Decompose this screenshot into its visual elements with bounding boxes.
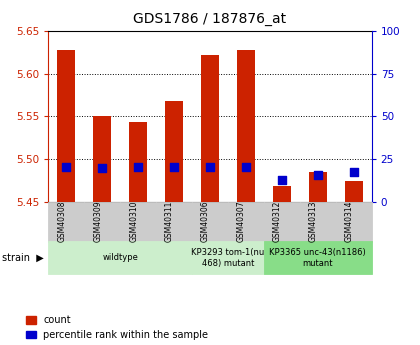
Text: GSM40312: GSM40312: [273, 201, 282, 242]
Point: [278, 177, 285, 183]
Bar: [93, 117, 111, 202]
Point: [171, 164, 177, 170]
Text: GSM40306: GSM40306: [201, 201, 210, 243]
Text: KP3365 unc-43(n1186)
mutant: KP3365 unc-43(n1186) mutant: [269, 248, 366, 268]
Text: KP3293 tom-1(nu
468) mutant: KP3293 tom-1(nu 468) mutant: [192, 248, 265, 268]
Point: [63, 164, 70, 170]
Text: GSM40307: GSM40307: [237, 201, 246, 243]
Text: strain  ▶: strain ▶: [2, 253, 44, 263]
Text: GSM40313: GSM40313: [309, 201, 318, 243]
Text: GSM40308: GSM40308: [57, 201, 66, 243]
Bar: [345, 181, 363, 202]
Point: [135, 164, 142, 170]
Bar: [273, 186, 291, 202]
Point: [350, 169, 357, 175]
Point: [207, 164, 213, 170]
Text: GSM40311: GSM40311: [165, 201, 174, 242]
Bar: [57, 50, 75, 202]
Bar: [165, 101, 183, 202]
Text: GSM40314: GSM40314: [345, 201, 354, 243]
Point: [99, 165, 105, 170]
Bar: [201, 55, 219, 202]
Text: GSM40310: GSM40310: [129, 201, 138, 243]
Bar: [309, 172, 327, 202]
Point: [315, 172, 321, 178]
Point: [243, 164, 249, 170]
Bar: [129, 121, 147, 202]
Text: GSM40309: GSM40309: [93, 201, 102, 243]
Text: GDS1786 / 187876_at: GDS1786 / 187876_at: [134, 12, 286, 26]
Text: wildtype: wildtype: [102, 253, 138, 263]
Bar: [237, 50, 255, 202]
Legend: count, percentile rank within the sample: count, percentile rank within the sample: [26, 315, 208, 340]
